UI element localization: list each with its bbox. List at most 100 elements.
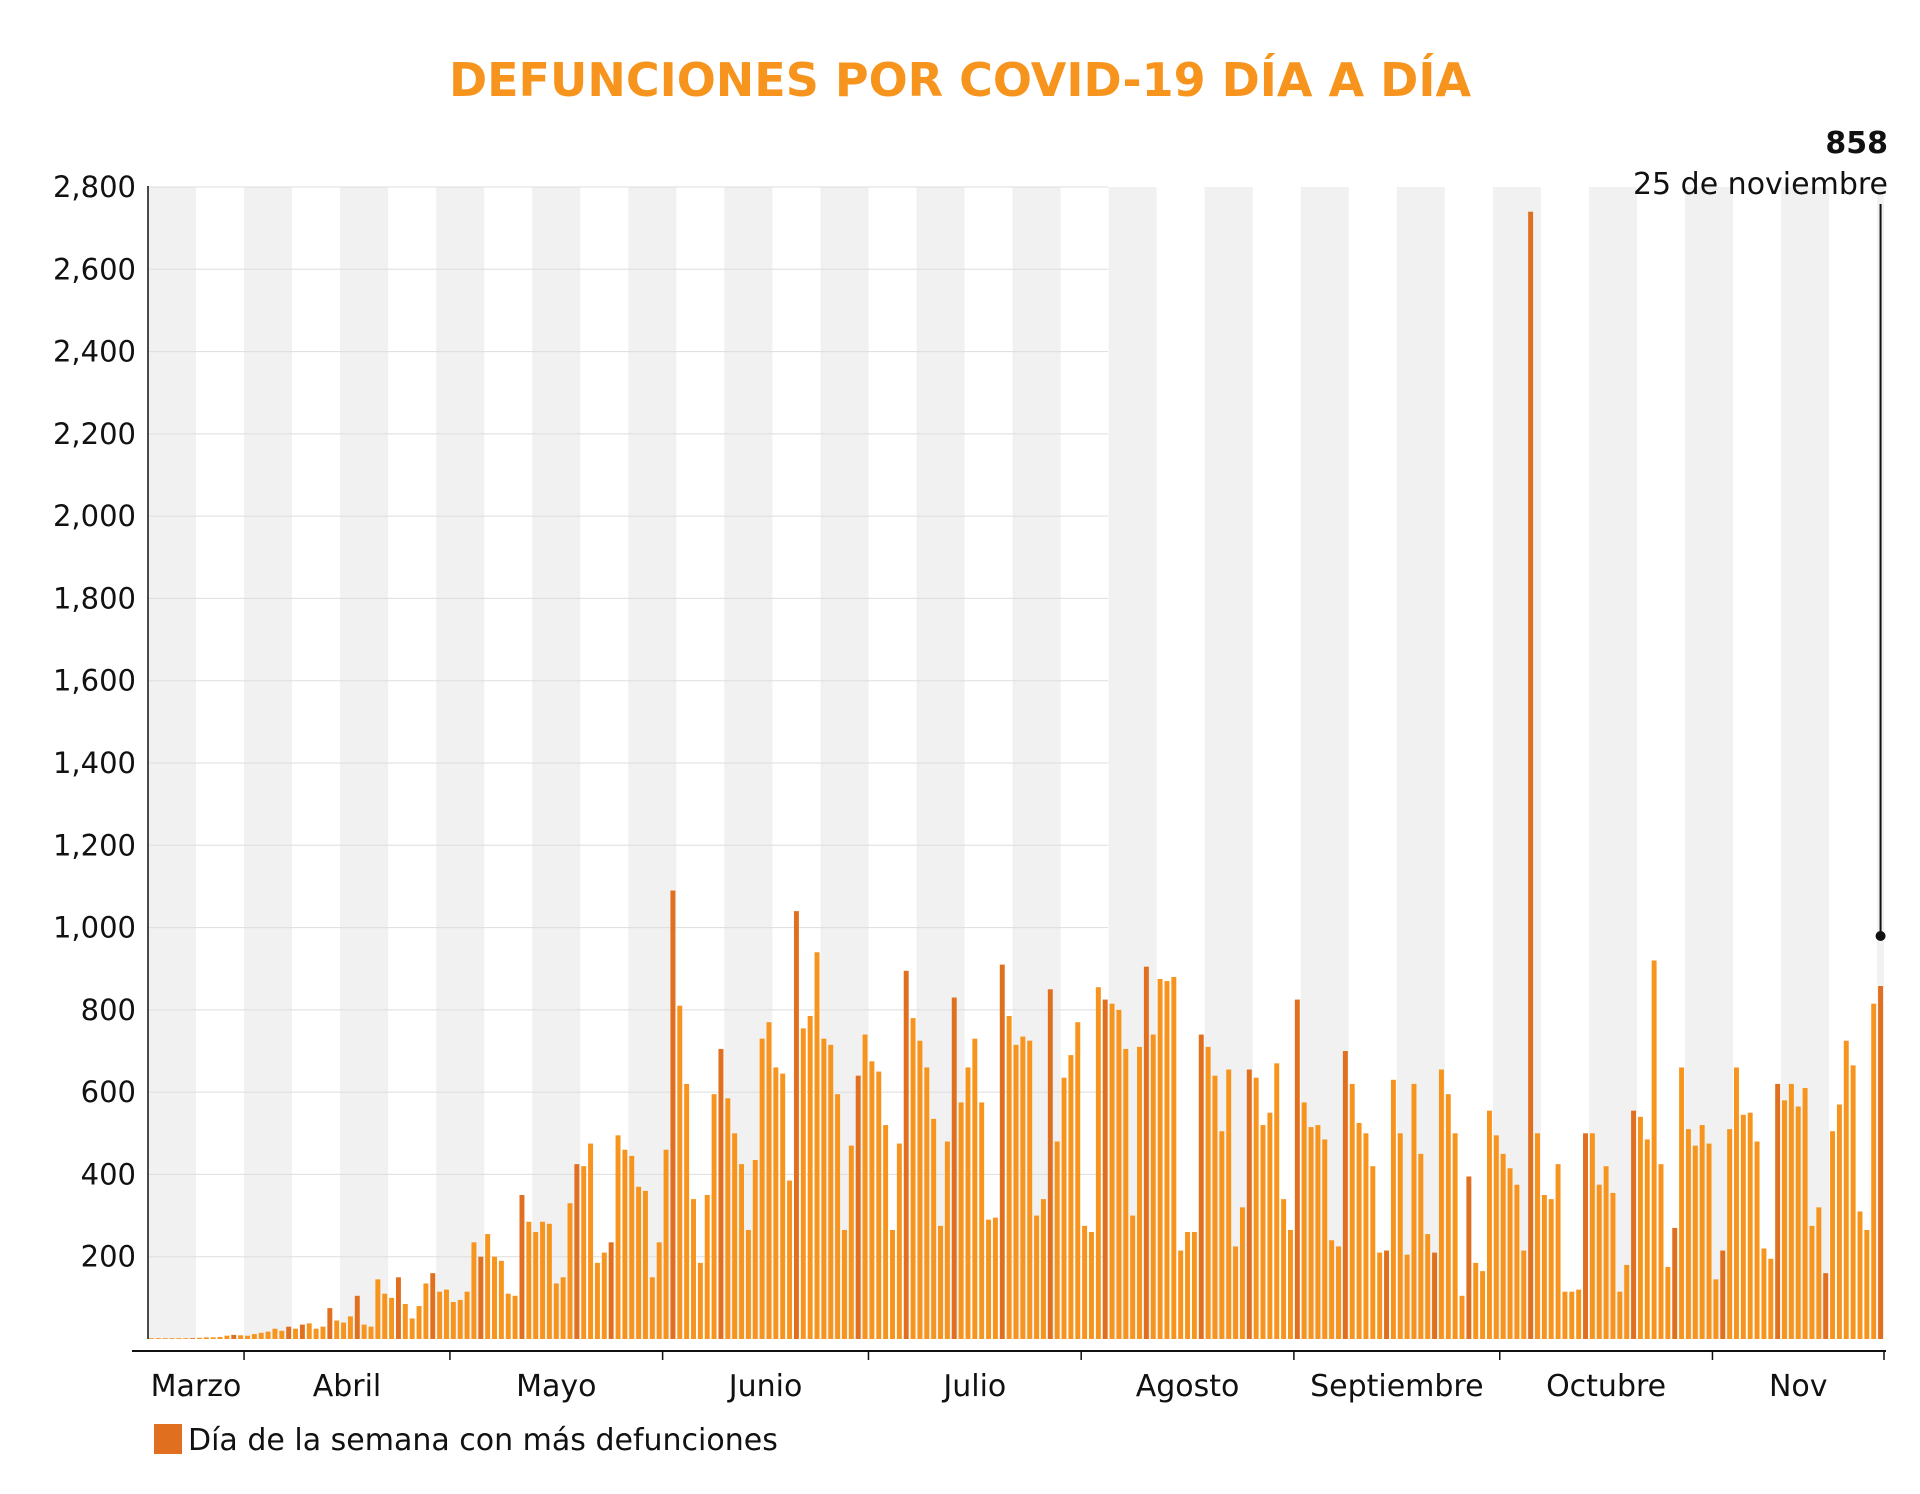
- bar: [1034, 1215, 1040, 1339]
- bar-highlight: [1672, 1227, 1678, 1339]
- bar-highlight: [1823, 1273, 1829, 1339]
- y-tick-label: 1,800: [53, 581, 136, 615]
- bar: [691, 1199, 696, 1339]
- bar: [1123, 1048, 1129, 1339]
- bar: [1171, 976, 1177, 1339]
- bar: [965, 1067, 971, 1339]
- bar: [1054, 1141, 1060, 1339]
- bar: [944, 1141, 950, 1339]
- bar-highlight: [395, 1277, 401, 1339]
- bar: [409, 1318, 415, 1339]
- month-label: Octubre: [1546, 1369, 1666, 1404]
- chart-title: DEFUNCIONES POR COVID-19 DÍA A DÍA: [449, 53, 1472, 107]
- bar: [1548, 1199, 1554, 1339]
- bar: [1287, 1229, 1293, 1339]
- bar: [1644, 1139, 1650, 1339]
- bar: [471, 1242, 477, 1339]
- bar: [800, 1028, 806, 1339]
- bar: [148, 1338, 154, 1339]
- bar-highlight: [1143, 966, 1149, 1339]
- bar: [869, 1061, 875, 1339]
- bar: [1404, 1254, 1410, 1339]
- bar: [1871, 1003, 1877, 1339]
- bar: [457, 1299, 463, 1339]
- bar: [766, 1022, 772, 1339]
- bar-highlight: [1294, 999, 1300, 1339]
- bar-highlight: [231, 1334, 237, 1339]
- bar: [931, 1118, 937, 1339]
- y-tick-label: 2,400: [53, 335, 136, 369]
- bar-highlight: [1466, 1176, 1472, 1339]
- bar: [1308, 1127, 1314, 1339]
- bar: [1850, 1065, 1856, 1339]
- bar: [876, 1071, 882, 1339]
- bar-highlight: [1102, 999, 1108, 1339]
- legend-swatch: [154, 1424, 182, 1454]
- bar: [1740, 1114, 1746, 1339]
- bar-highlight: [1528, 211, 1534, 1340]
- y-tick-label: 1,200: [53, 828, 136, 862]
- bar: [1637, 1116, 1643, 1339]
- bar-highlight: [1631, 1110, 1637, 1339]
- bar: [382, 1293, 388, 1339]
- bar: [622, 1149, 628, 1339]
- bar: [1541, 1195, 1547, 1339]
- bar: [986, 1219, 992, 1339]
- bar: [1699, 1125, 1705, 1339]
- bar: [492, 1256, 497, 1339]
- bars: [148, 211, 1884, 1340]
- bar: [1336, 1246, 1341, 1339]
- month-label: Septiembre: [1310, 1369, 1484, 1404]
- bar: [341, 1322, 347, 1339]
- bar: [1569, 1291, 1575, 1339]
- bar: [464, 1291, 470, 1339]
- bar: [1315, 1125, 1321, 1339]
- annotation-dot: [1875, 930, 1886, 941]
- bar: [629, 1155, 635, 1339]
- y-tick-label: 600: [81, 1075, 136, 1109]
- bar: [890, 1229, 895, 1339]
- bar: [238, 1335, 244, 1339]
- bar: [1459, 1295, 1465, 1339]
- bar: [1809, 1225, 1815, 1339]
- bar: [643, 1190, 648, 1339]
- bar: [1239, 1207, 1245, 1339]
- axis-labels: 200 400 600 800 1,000 1,200 1,400 1,600 1,800 2,0…: [53, 170, 1828, 1404]
- bar: [1788, 1083, 1794, 1339]
- bar: [1068, 1055, 1074, 1339]
- bar: [1267, 1112, 1273, 1339]
- bar: [677, 1005, 683, 1339]
- bar: [787, 1180, 793, 1339]
- bar: [258, 1332, 264, 1339]
- bar: [1164, 981, 1170, 1339]
- bar: [1589, 1133, 1595, 1339]
- bar: [1411, 1083, 1417, 1339]
- bar: [217, 1336, 223, 1339]
- bar: [375, 1279, 381, 1339]
- annotation-date: 25 de noviembre: [1633, 167, 1888, 202]
- bar-highlight: [299, 1324, 305, 1339]
- bar: [402, 1304, 408, 1339]
- bar-highlight: [718, 1048, 724, 1339]
- bar: [759, 1038, 765, 1339]
- bar: [567, 1203, 573, 1339]
- month-label: Junio: [727, 1369, 803, 1404]
- bar: [553, 1283, 559, 1339]
- bar: [711, 1094, 717, 1339]
- bar: [210, 1337, 216, 1339]
- bar: [1212, 1075, 1218, 1339]
- bar: [306, 1323, 312, 1339]
- bar-highlight: [478, 1256, 484, 1339]
- bar: [1089, 1232, 1094, 1339]
- bar: [1349, 1083, 1355, 1339]
- bar: [1754, 1141, 1760, 1339]
- bar: [1665, 1267, 1671, 1339]
- bar: [588, 1143, 594, 1339]
- bar: [1555, 1164, 1561, 1339]
- bar: [437, 1291, 443, 1339]
- bar: [1843, 1040, 1849, 1339]
- bar: [1521, 1250, 1527, 1339]
- bar: [1226, 1069, 1232, 1339]
- bar: [334, 1320, 340, 1339]
